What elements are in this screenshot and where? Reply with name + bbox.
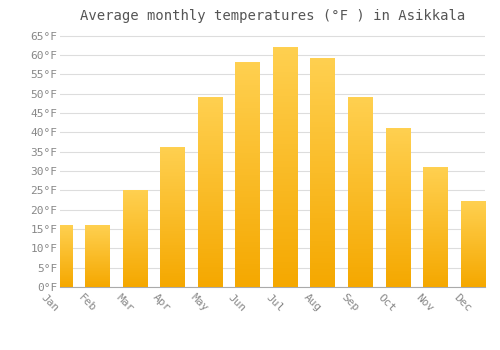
Title: Average monthly temperatures (°F ) in Asikkala: Average monthly temperatures (°F ) in As… [80,9,465,23]
